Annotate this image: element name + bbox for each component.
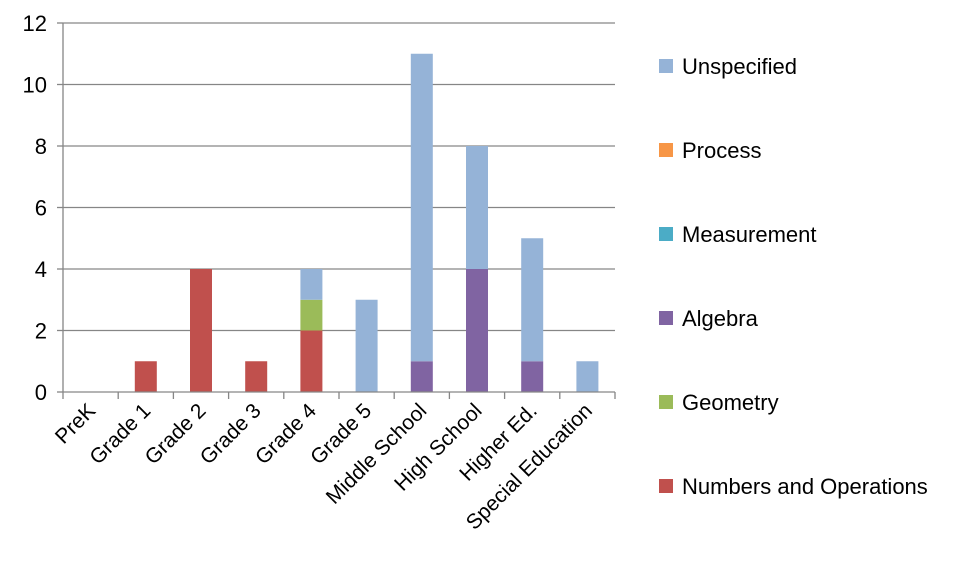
bar-segment: [300, 330, 323, 392]
bar-segment: [521, 361, 544, 392]
legend-label: Geometry: [682, 390, 779, 415]
bar-segment: [410, 361, 433, 392]
y-tick-label: 12: [23, 11, 47, 36]
legend-label: Algebra: [682, 306, 759, 331]
legend-label: Numbers and Operations: [682, 474, 928, 499]
y-tick-label: 2: [35, 319, 47, 344]
legend-swatch: [659, 479, 673, 493]
legend-label: Measurement: [682, 222, 817, 247]
bar-segment: [355, 299, 378, 392]
x-category-label: Grade 3: [196, 399, 266, 469]
bar-segment: [190, 269, 212, 392]
y-tick-label: 8: [35, 134, 47, 159]
legend-swatch: [659, 59, 673, 73]
legend-swatch: [659, 311, 673, 325]
bar-segment: [576, 361, 599, 392]
legend-label: Process: [682, 138, 761, 163]
bar-segment: [521, 238, 544, 362]
legend-swatch: [659, 227, 673, 241]
y-tick-label: 10: [23, 73, 47, 98]
bar-segment: [410, 53, 433, 362]
legend-label: Unspecified: [682, 54, 797, 79]
bar-segment: [245, 361, 268, 392]
axes: [57, 22, 616, 399]
legend-swatch: [659, 395, 673, 409]
legend: Unspecified Process Measurement Algebra Geom…: [659, 54, 928, 499]
bar-segment: [466, 269, 488, 392]
y-tick-label: 6: [35, 196, 47, 221]
y-tick-label: 0: [35, 380, 47, 405]
y-tick-labels: 0 2 4 6 8 10 12: [23, 11, 47, 405]
x-category-label: Grade 1: [85, 399, 155, 469]
bar-segment: [300, 269, 323, 300]
bar-segment: [134, 361, 157, 392]
bars: [134, 53, 599, 392]
legend-swatch: [659, 143, 673, 157]
x-category-label: PreK: [51, 399, 100, 448]
y-tick-label: 4: [35, 257, 47, 282]
x-category-label: Grade 2: [141, 399, 211, 469]
bar-segment: [300, 299, 323, 331]
bar-segment: [466, 146, 488, 269]
